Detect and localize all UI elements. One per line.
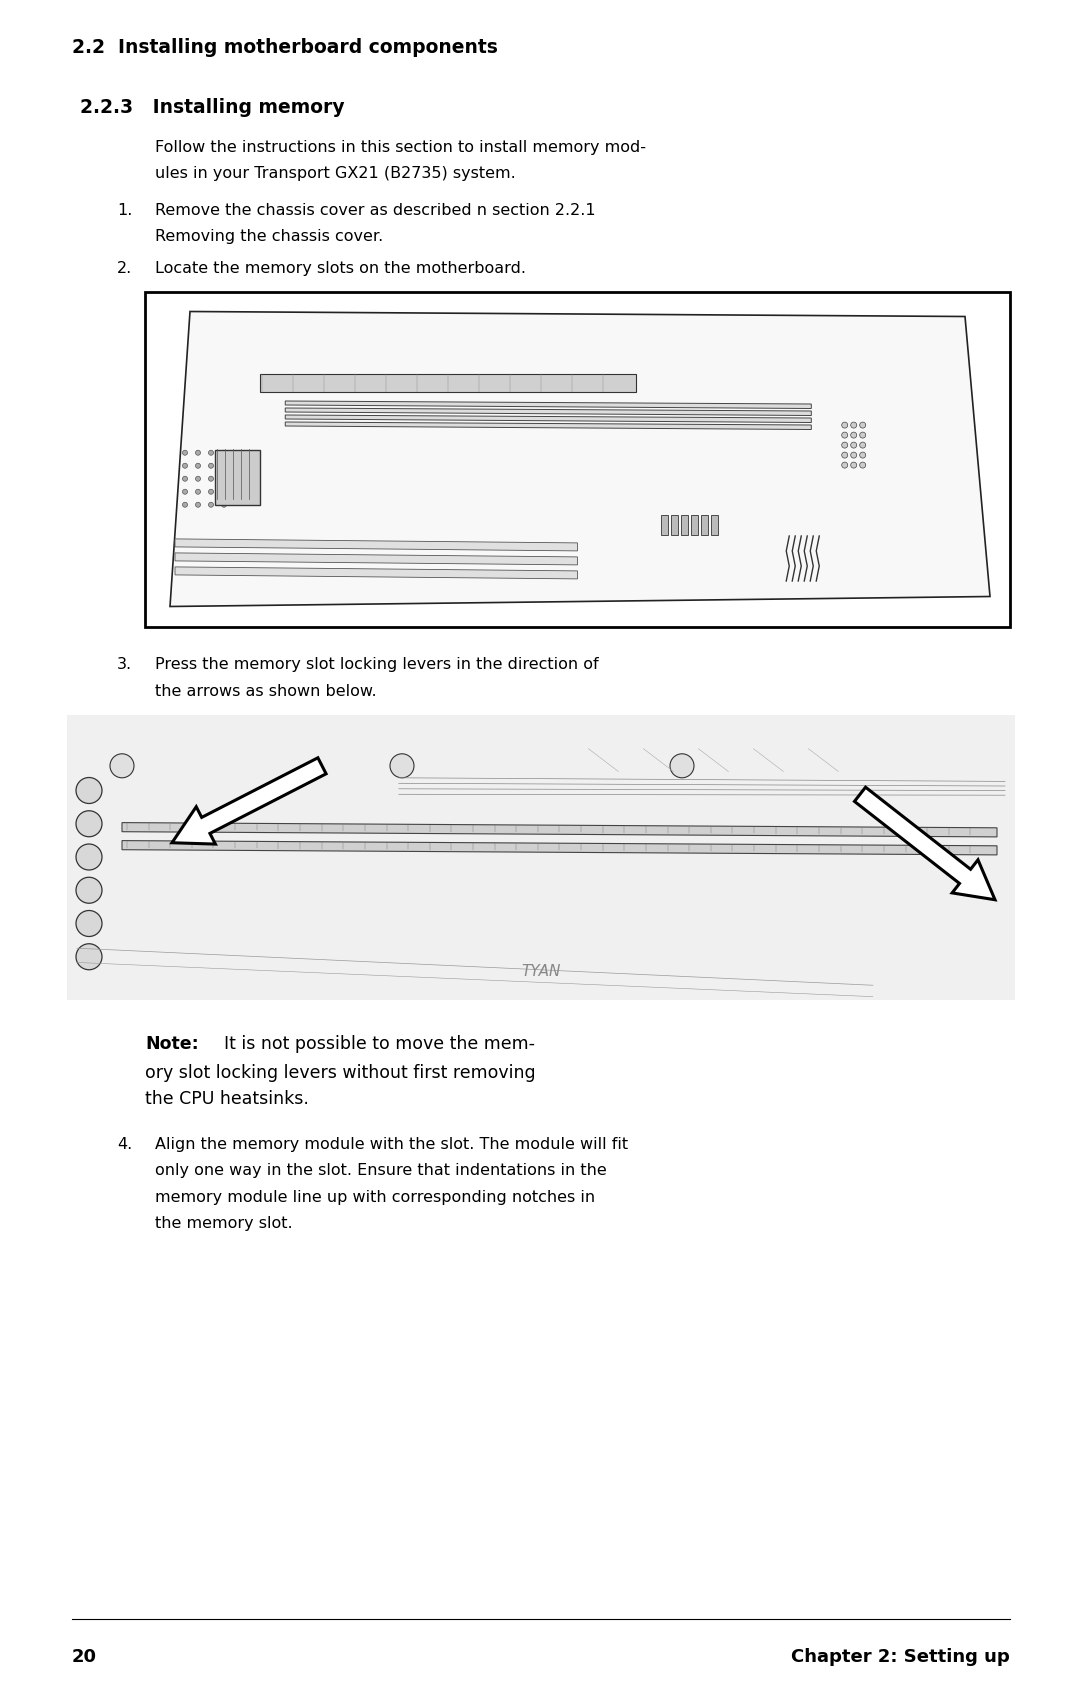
Circle shape — [851, 463, 856, 470]
Circle shape — [851, 422, 856, 429]
Text: Locate the memory slots on the motherboard.: Locate the memory slots on the motherboa… — [156, 260, 526, 275]
Bar — [711, 515, 718, 535]
Text: the CPU heatsinks.: the CPU heatsinks. — [145, 1089, 309, 1108]
Bar — [701, 515, 708, 535]
Circle shape — [183, 490, 188, 495]
Polygon shape — [122, 841, 997, 855]
Text: 3.: 3. — [117, 657, 132, 672]
Text: the memory slot.: the memory slot. — [156, 1216, 293, 1231]
Circle shape — [221, 476, 227, 481]
Polygon shape — [175, 554, 578, 566]
Circle shape — [183, 476, 188, 481]
Text: ules in your Transport GX21 (B2735) system.: ules in your Transport GX21 (B2735) syst… — [156, 167, 516, 181]
Text: Press the memory slot locking levers in the direction of: Press the memory slot locking levers in … — [156, 657, 598, 672]
Text: Align the memory module with the slot. The module will fit: Align the memory module with the slot. T… — [156, 1137, 629, 1152]
FancyArrow shape — [172, 758, 326, 844]
Text: 20: 20 — [72, 1647, 97, 1665]
Circle shape — [860, 422, 866, 429]
Circle shape — [860, 453, 866, 459]
Circle shape — [76, 878, 102, 904]
Polygon shape — [285, 409, 811, 415]
Circle shape — [851, 432, 856, 439]
Circle shape — [851, 443, 856, 449]
Polygon shape — [285, 415, 811, 424]
Circle shape — [208, 503, 214, 508]
Circle shape — [76, 779, 102, 804]
Text: the arrows as shown below.: the arrows as shown below. — [156, 684, 377, 699]
Circle shape — [183, 451, 188, 456]
Circle shape — [76, 944, 102, 969]
Text: 1.: 1. — [117, 203, 133, 218]
Circle shape — [76, 910, 102, 937]
Circle shape — [221, 503, 227, 508]
Circle shape — [841, 453, 848, 459]
Text: TYAN: TYAN — [522, 964, 561, 980]
Text: memory module line up with corresponding notches in: memory module line up with corresponding… — [156, 1189, 595, 1204]
Bar — [691, 515, 698, 535]
Circle shape — [195, 464, 201, 470]
Text: ory slot locking levers without first removing: ory slot locking levers without first re… — [145, 1064, 536, 1081]
Polygon shape — [67, 714, 1015, 1000]
Text: only one way in the slot. Ensure that indentations in the: only one way in the slot. Ensure that in… — [156, 1162, 607, 1177]
Text: 2.2  Installing motherboard components: 2.2 Installing motherboard components — [72, 37, 498, 57]
Circle shape — [195, 503, 201, 508]
Circle shape — [860, 463, 866, 470]
Bar — [661, 515, 669, 535]
Bar — [67, 714, 1015, 1000]
Text: 2.2.3   Installing memory: 2.2.3 Installing memory — [80, 98, 345, 117]
Polygon shape — [285, 422, 811, 431]
Text: It is not possible to move the mem-: It is not possible to move the mem- — [213, 1035, 535, 1052]
Text: Remove the chassis cover as described n section 2.2.1: Remove the chassis cover as described n … — [156, 203, 596, 218]
Polygon shape — [175, 539, 578, 552]
Bar — [145, 292, 1010, 627]
Bar — [215, 451, 260, 505]
Circle shape — [221, 464, 227, 470]
Circle shape — [195, 476, 201, 481]
Circle shape — [208, 451, 214, 456]
Bar — [671, 515, 678, 535]
Circle shape — [110, 755, 134, 779]
Text: Follow the instructions in this section to install memory mod-: Follow the instructions in this section … — [156, 140, 646, 155]
Circle shape — [195, 451, 201, 456]
Circle shape — [208, 476, 214, 481]
Polygon shape — [285, 402, 811, 409]
FancyArrow shape — [854, 787, 995, 900]
Circle shape — [208, 464, 214, 470]
Text: Removing the chassis cover.: Removing the chassis cover. — [156, 230, 383, 245]
Text: Note:: Note: — [145, 1035, 199, 1052]
Circle shape — [841, 443, 848, 449]
Circle shape — [221, 490, 227, 495]
Circle shape — [183, 503, 188, 508]
Circle shape — [841, 422, 848, 429]
Polygon shape — [175, 568, 578, 579]
Circle shape — [841, 463, 848, 470]
Circle shape — [208, 490, 214, 495]
Circle shape — [183, 464, 188, 470]
Circle shape — [195, 490, 201, 495]
Circle shape — [860, 443, 866, 449]
Circle shape — [670, 755, 694, 779]
Text: Chapter 2: Setting up: Chapter 2: Setting up — [792, 1647, 1010, 1665]
Text: 2.: 2. — [117, 260, 132, 275]
Circle shape — [841, 432, 848, 439]
Bar — [260, 375, 636, 392]
Circle shape — [76, 844, 102, 870]
Polygon shape — [122, 823, 997, 838]
Circle shape — [221, 451, 227, 456]
Circle shape — [76, 811, 102, 838]
Bar — [681, 515, 688, 535]
Polygon shape — [170, 312, 990, 606]
Circle shape — [390, 755, 414, 779]
Circle shape — [851, 453, 856, 459]
Text: 4.: 4. — [117, 1137, 132, 1152]
Circle shape — [860, 432, 866, 439]
